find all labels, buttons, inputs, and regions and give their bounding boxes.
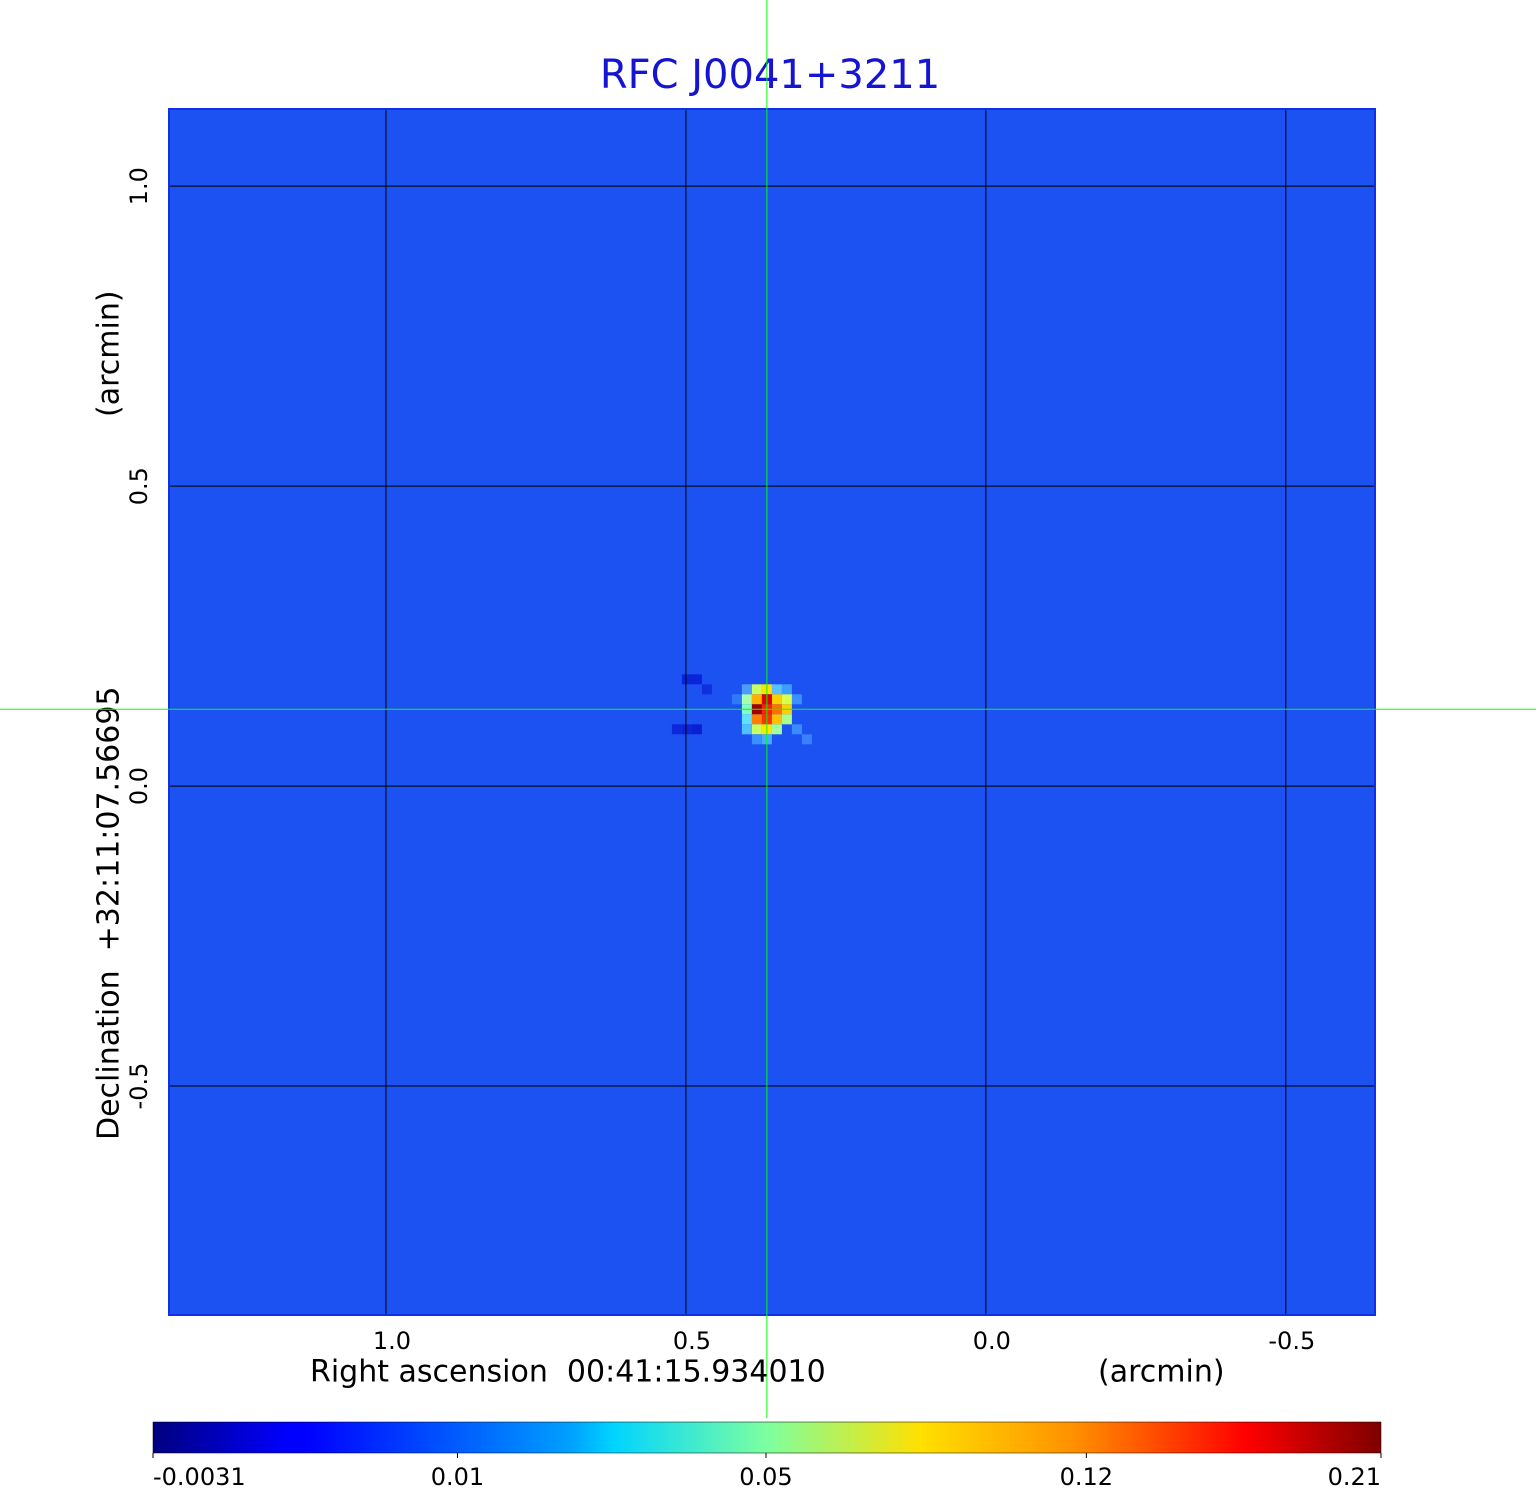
image-pixel [751, 734, 762, 745]
x-axis-label: Right ascension 00:41:15.934010 [310, 1355, 826, 1390]
image-pixel [741, 714, 752, 725]
y-tick-label: -0.5 [125, 1063, 153, 1110]
image-pixel [681, 724, 692, 735]
image-pixel [751, 724, 762, 735]
image-pixel [691, 724, 702, 735]
x-tick-label: 0.5 [673, 1327, 711, 1355]
colorbar-tick-label: 0.01 [431, 1463, 484, 1491]
x-tick-label: -0.5 [1268, 1327, 1315, 1355]
colorbar-tick-label: 0.05 [739, 1463, 792, 1491]
image-pixel [751, 694, 762, 705]
image-pixel [771, 724, 782, 735]
y-tick-label: 0.0 [125, 767, 153, 805]
x-axis-unit: (arcmin) [1098, 1355, 1225, 1390]
image-pixel [771, 714, 782, 725]
y-tick-label: 0.5 [125, 467, 153, 505]
y-axis-unit: (arcmin) [92, 290, 127, 417]
image-pixel [771, 684, 782, 695]
image-pixel [751, 714, 762, 725]
image-pixel [741, 694, 752, 705]
image-pixel [731, 694, 742, 705]
image-pixel [771, 694, 782, 705]
image-pixel [691, 674, 702, 685]
image-pixel [781, 714, 792, 725]
image-pixel [791, 724, 802, 735]
colorbar-tick-label: 0.21 [1328, 1463, 1381, 1491]
image-pixel [681, 674, 692, 685]
image-pixel [781, 694, 792, 705]
image-pixel [741, 684, 752, 695]
image-pixel [741, 724, 752, 735]
colorbar-tick-label: 0.12 [1060, 1463, 1113, 1491]
chart-title: RFC J0041+3211 [600, 52, 940, 98]
colorbar-tick-label: -0.0031 [153, 1463, 246, 1491]
x-tick-label: 1.0 [373, 1327, 411, 1355]
y-axis-label: Declination +32:11:07.56695 [92, 686, 127, 1140]
colorbar [152, 1421, 1382, 1454]
image-pixel [791, 694, 802, 705]
image-pixel [671, 724, 682, 735]
y-tick-label: 1.0 [125, 167, 153, 205]
image-pixel [701, 684, 712, 695]
image-pixel [801, 734, 812, 745]
image-pixel [781, 684, 792, 695]
x-tick-label: 0.0 [973, 1327, 1011, 1355]
image-pixel [751, 684, 762, 695]
